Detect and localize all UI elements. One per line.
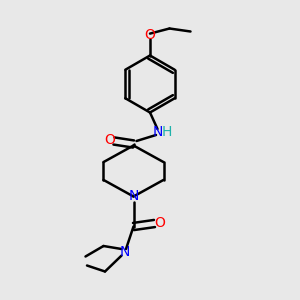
Text: O: O	[104, 133, 115, 146]
Text: N: N	[119, 245, 130, 259]
Text: O: O	[154, 216, 165, 230]
Text: N: N	[153, 125, 163, 139]
Text: H: H	[162, 125, 172, 139]
Text: O: O	[145, 28, 155, 42]
Text: N: N	[128, 190, 139, 203]
